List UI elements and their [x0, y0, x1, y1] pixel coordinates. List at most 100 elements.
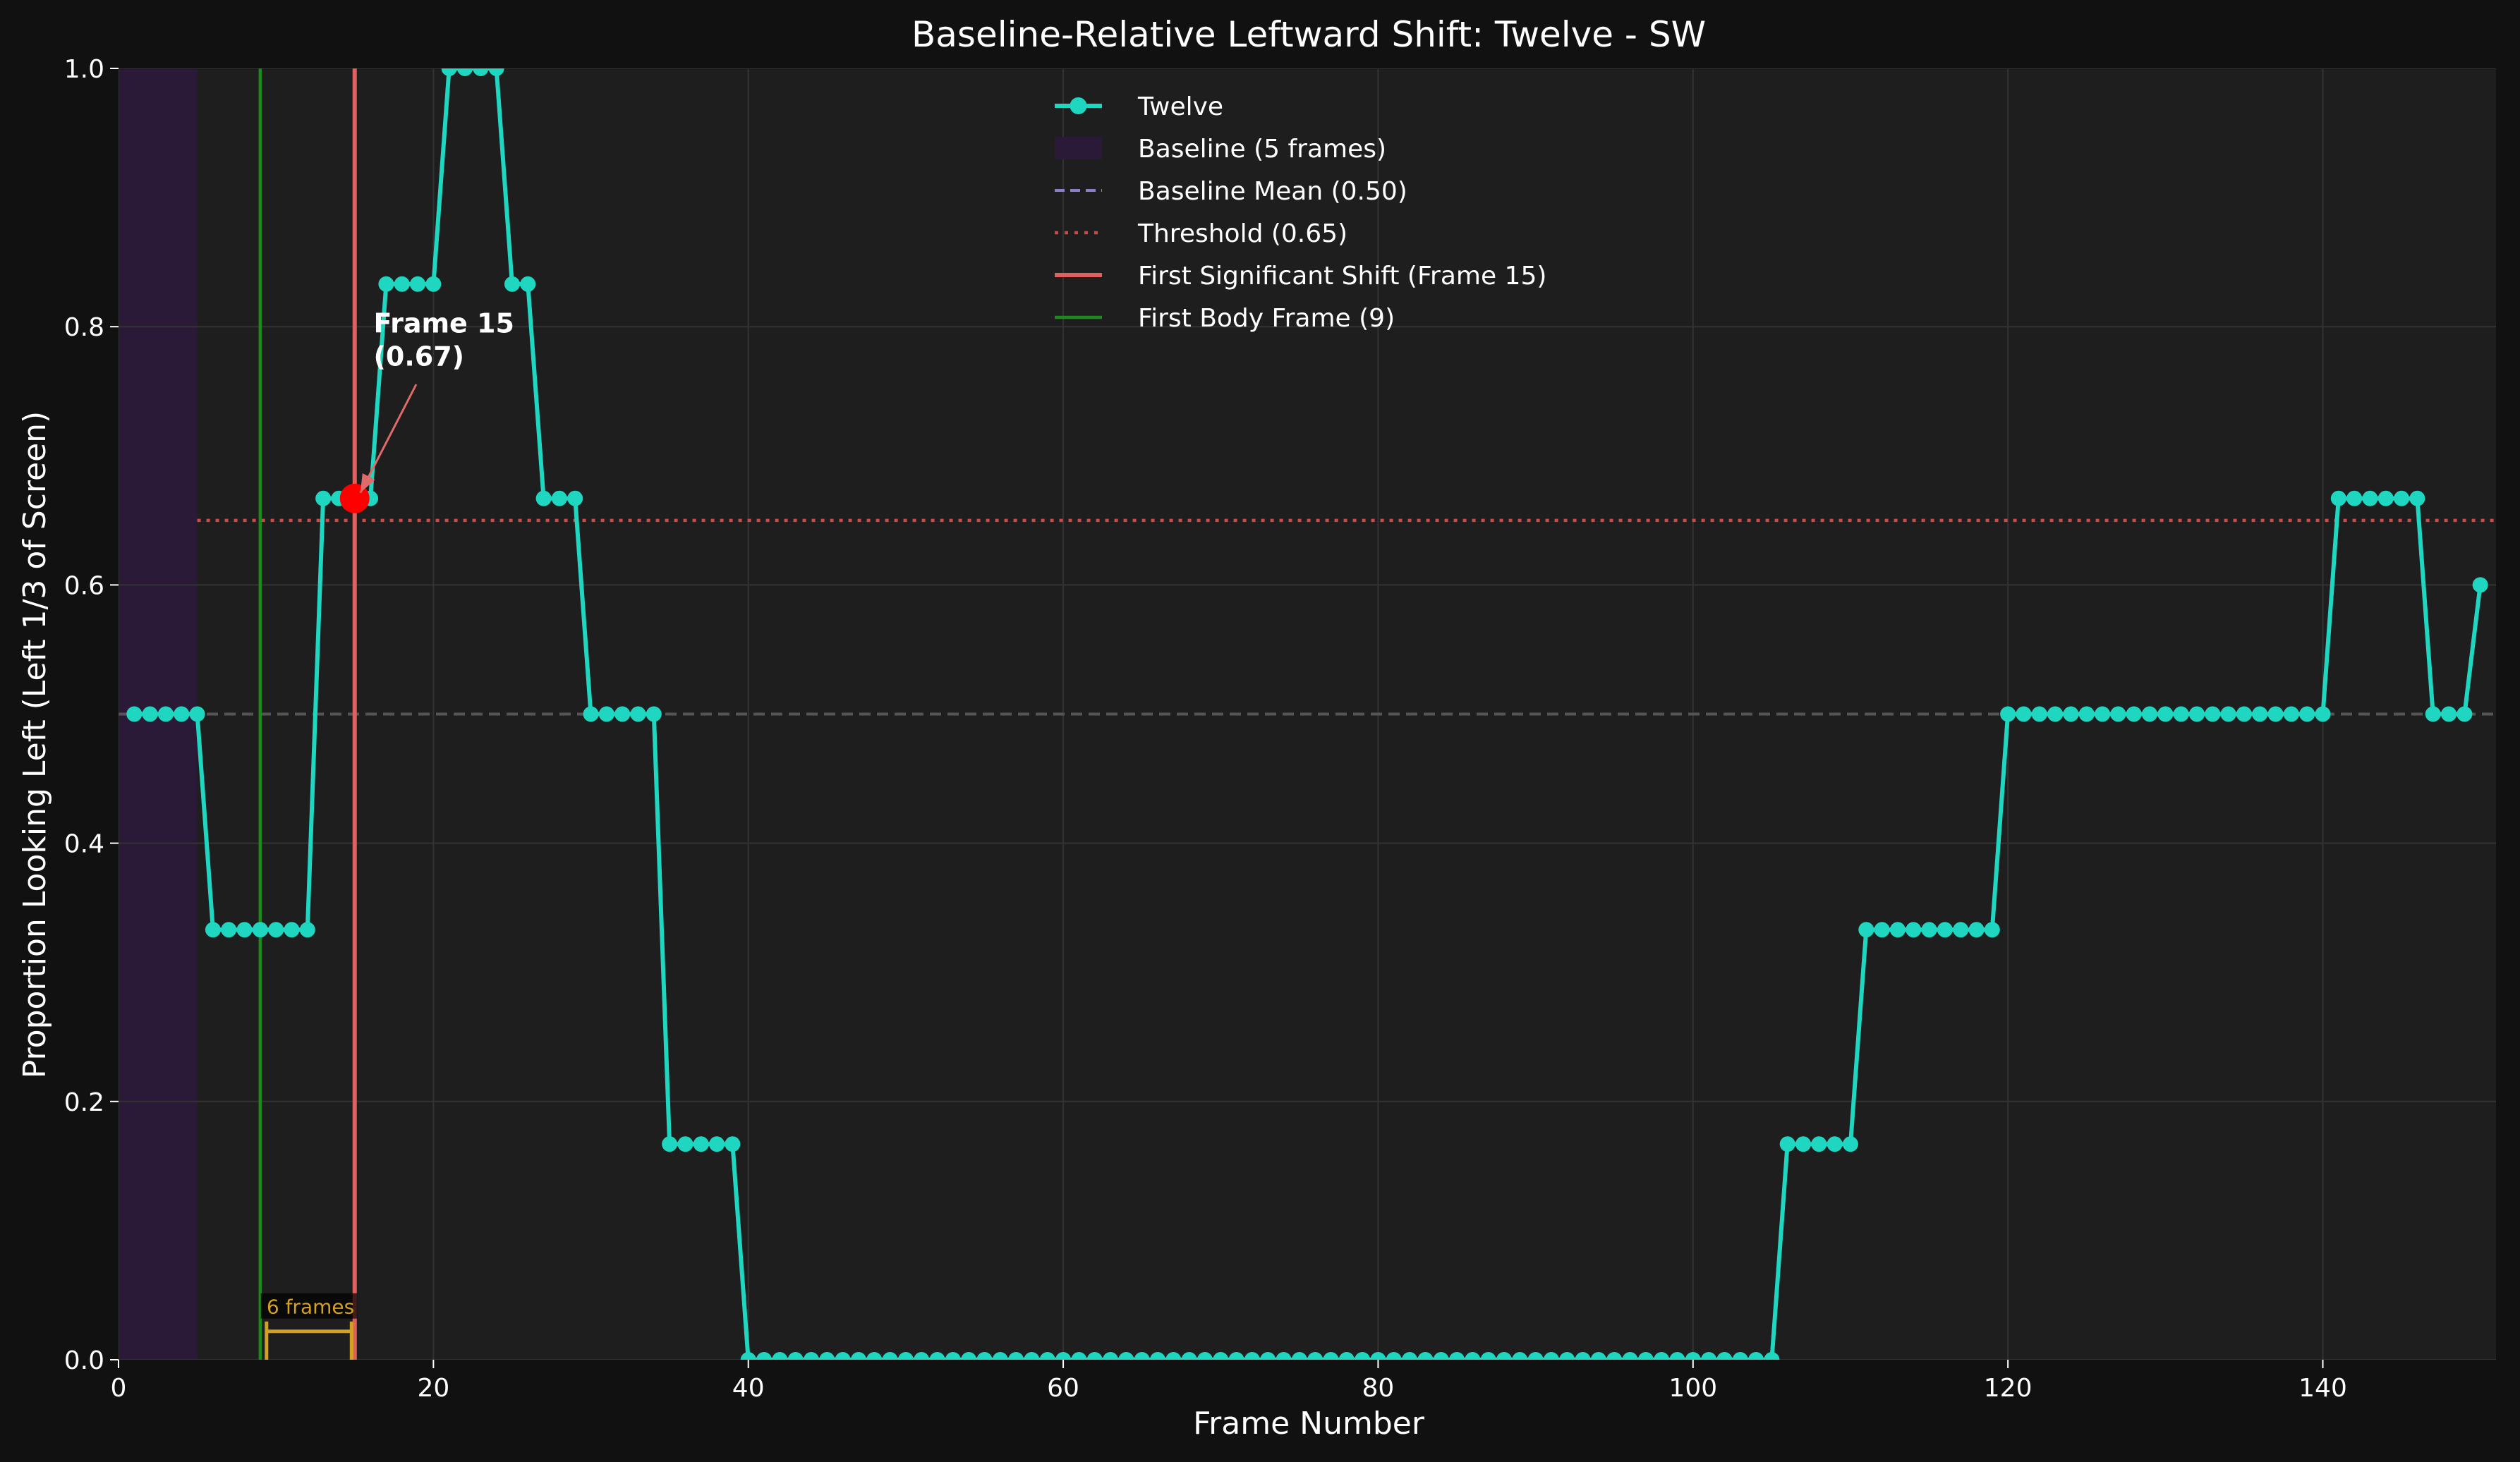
y-axis-label: Proportion Looking Left (Left 1/3 of Scr… [17, 411, 53, 1078]
data-point [1008, 1352, 1024, 1360]
data-point [252, 922, 268, 938]
data-point [2000, 706, 2016, 722]
x-tick-label: 100 [1668, 1374, 1717, 1403]
data-point [2157, 706, 2174, 722]
data-point [2016, 706, 2032, 722]
data-point [2267, 706, 2284, 722]
data-point [1433, 1352, 1449, 1360]
data-point [1590, 1352, 1606, 1360]
data-point [1276, 1352, 1292, 1360]
data-point [1874, 922, 1890, 938]
data-point [1402, 1352, 1418, 1360]
data-point [897, 1352, 914, 1360]
data-point [2457, 706, 2473, 722]
data-point [1213, 1352, 1229, 1360]
data-point [803, 1352, 819, 1360]
data-point [1512, 1352, 1528, 1360]
legend-label: First Significant Shift (Frame 15) [1138, 262, 1546, 291]
x-tick-label: 80 [1362, 1374, 1395, 1403]
data-point [1103, 1352, 1119, 1360]
x-axis-label: Frame Number [1193, 1406, 1425, 1442]
data-point [866, 1352, 883, 1360]
data-point [1764, 1352, 1780, 1360]
legend-item-baseline: Baseline (5 frames) [1055, 135, 1386, 164]
legend: Twelve Baseline (5 frames) Baseline Mean (… [1055, 92, 1546, 333]
data-point [1244, 1352, 1260, 1360]
data-point [1118, 1352, 1134, 1360]
data-point [2315, 706, 2331, 722]
data-point [1055, 1352, 1072, 1360]
data-point [662, 1136, 678, 1152]
data-point [2346, 490, 2363, 506]
data-point [2425, 706, 2441, 722]
data-point [1386, 1352, 1402, 1360]
data-point [205, 922, 221, 938]
data-point [709, 1136, 725, 1152]
data-point [1716, 1352, 1733, 1360]
annotation-arrow [359, 384, 418, 494]
data-point [1842, 1136, 1858, 1152]
data-point [1228, 1352, 1244, 1360]
data-point [1559, 1352, 1575, 1360]
data-point [378, 276, 394, 292]
data-point [1480, 1352, 1496, 1360]
data-point [567, 490, 583, 506]
data-point [646, 706, 662, 722]
data-point [740, 1352, 756, 1360]
y-tick-label: 1.0 [64, 55, 104, 84]
data-point [2377, 490, 2394, 506]
data-point [787, 1352, 804, 1360]
data-point [2362, 490, 2378, 506]
legend-label: Baseline (5 frames) [1138, 135, 1386, 164]
data-point [2283, 706, 2299, 722]
annotation-value: (0.67) [374, 341, 465, 372]
data-point [520, 276, 536, 292]
data-point [1984, 922, 2000, 938]
data-point [1575, 1352, 1591, 1360]
data-point [2095, 706, 2111, 722]
data-point [756, 1352, 773, 1360]
x-tick-label: 60 [1047, 1374, 1079, 1403]
data-point [614, 706, 631, 722]
x-tick-label: 120 [1984, 1374, 2033, 1403]
data-point [2252, 706, 2268, 722]
data-point [2299, 706, 2315, 722]
data-point [725, 1136, 741, 1152]
data-point [1779, 1136, 1795, 1152]
data-point [677, 1136, 693, 1152]
data-point [2063, 706, 2079, 722]
annotation-arrow-head [360, 473, 375, 493]
legend-label: First Body Frame (9) [1138, 304, 1395, 333]
data-point [1889, 922, 1906, 938]
data-point [1181, 1352, 1197, 1360]
y-tick-label: 0.0 [64, 1346, 104, 1375]
data-point [157, 706, 174, 722]
x-tick-label: 20 [417, 1374, 449, 1403]
data-point [1149, 1352, 1165, 1360]
annotation-label: Frame 15 [374, 308, 514, 339]
data-point [1024, 1352, 1040, 1360]
data-point [410, 276, 426, 292]
data-point [1355, 1352, 1371, 1360]
data-point [2441, 706, 2457, 722]
data-point [1417, 1352, 1434, 1360]
data-point [1968, 922, 1985, 938]
legend-label: Threshold (0.65) [1137, 219, 1347, 248]
data-point [299, 922, 315, 938]
data-point [961, 1352, 977, 1360]
data-point [2409, 490, 2425, 506]
data-point [488, 68, 504, 76]
data-point [2078, 706, 2095, 722]
data-point [850, 1352, 866, 1360]
data-point [189, 706, 205, 722]
data-point [1165, 1352, 1182, 1360]
y-tick-label: 0.4 [64, 830, 104, 859]
data-point [174, 706, 190, 722]
y-tick-label: 0.2 [64, 1088, 104, 1117]
data-point [504, 276, 520, 292]
data-point [2330, 490, 2346, 506]
data-point [2205, 706, 2221, 722]
data-point [2394, 490, 2410, 506]
data-point [236, 922, 253, 938]
data-point [1465, 1352, 1481, 1360]
